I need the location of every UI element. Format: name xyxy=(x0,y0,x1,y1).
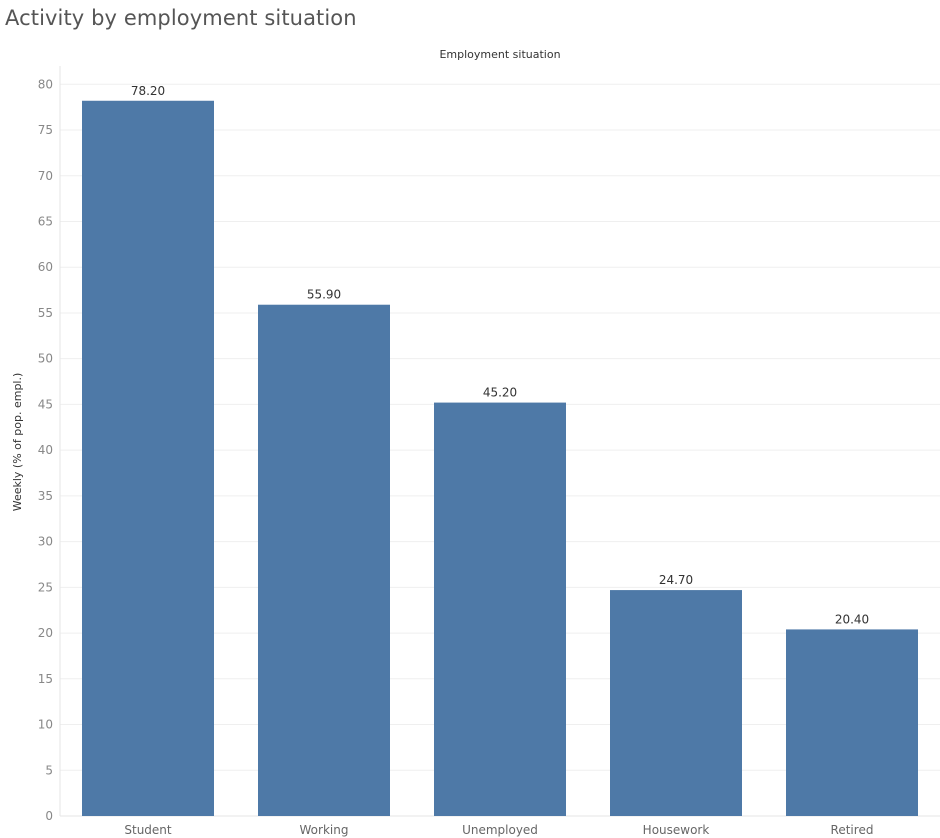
data-label: 55.90 xyxy=(307,288,341,302)
bar-housework[interactable] xyxy=(610,590,742,816)
y-tick-label: 15 xyxy=(38,672,53,686)
x-category-label: Unemployed xyxy=(462,823,538,837)
y-axis-title: Weekly (% of pop. empl.) xyxy=(11,373,24,512)
y-tick-label: 55 xyxy=(38,306,53,320)
x-category-label: Student xyxy=(124,823,172,837)
y-tick-label: 80 xyxy=(38,77,53,91)
y-tick-label: 30 xyxy=(38,535,53,549)
page-title: Activity by employment situation xyxy=(5,6,357,30)
y-tick-label: 25 xyxy=(38,580,53,594)
x-category-label: Retired xyxy=(831,823,874,837)
x-category-label: Working xyxy=(300,823,349,837)
data-label: 45.20 xyxy=(483,386,517,400)
y-tick-label: 60 xyxy=(38,260,53,274)
bar-working[interactable] xyxy=(258,304,390,816)
data-label: 20.40 xyxy=(835,612,869,626)
bar-unemployed[interactable] xyxy=(434,402,566,816)
y-tick-label: 50 xyxy=(38,352,53,366)
bars xyxy=(82,100,918,816)
y-tick-label: 35 xyxy=(38,489,53,503)
y-tick-label: 10 xyxy=(38,718,53,732)
data-label: 24.70 xyxy=(659,573,693,587)
y-tick-label: 45 xyxy=(38,397,53,411)
y-tick-label: 75 xyxy=(38,123,53,137)
bar-student[interactable] xyxy=(82,100,214,816)
bar-retired[interactable] xyxy=(786,629,918,816)
y-tick-label: 0 xyxy=(45,809,53,823)
y-tick-label: 70 xyxy=(38,169,53,183)
y-tick-label: 5 xyxy=(45,763,53,777)
column-header-title: Employment situation xyxy=(439,48,560,61)
y-tick-label: 40 xyxy=(38,443,53,457)
y-tick-label: 65 xyxy=(38,214,53,228)
y-tick-label: 20 xyxy=(38,626,53,640)
x-category-label: Housework xyxy=(643,823,710,837)
data-label: 78.20 xyxy=(131,84,165,98)
labels: 0 5 10 15 20 25 30 35 40 45 50 55 60 65 70 75 80 78.20 Stu… xyxy=(38,77,874,837)
